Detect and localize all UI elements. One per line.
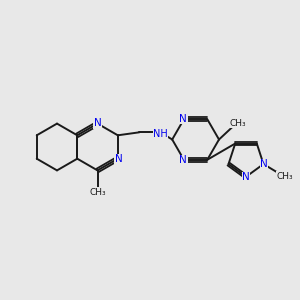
Text: NH: NH bbox=[153, 128, 168, 139]
Text: N: N bbox=[260, 159, 268, 169]
Text: N: N bbox=[179, 155, 187, 165]
Text: CH₃: CH₃ bbox=[89, 188, 106, 197]
Text: CH₃: CH₃ bbox=[276, 172, 293, 181]
Text: N: N bbox=[94, 118, 101, 128]
Text: N: N bbox=[242, 172, 250, 182]
Text: N: N bbox=[179, 114, 187, 124]
Text: N: N bbox=[115, 154, 122, 164]
Text: CH₃: CH₃ bbox=[230, 119, 246, 128]
